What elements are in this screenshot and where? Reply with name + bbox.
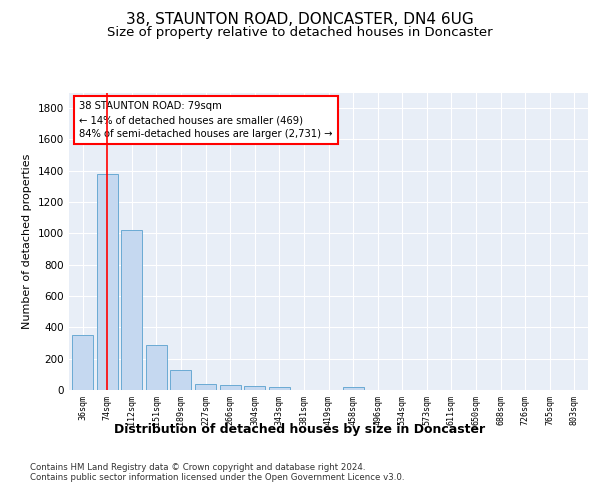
Bar (343, 386, 364, 390)
Text: Distribution of detached houses by size in Doncaster: Distribution of detached houses by size … (115, 422, 485, 436)
Bar (121, 230, 142, 390)
Bar (269, 387, 290, 390)
Bar (220, 384, 241, 390)
Text: Contains HM Land Registry data © Crown copyright and database right 2024.
Contai: Contains HM Land Registry data © Crown c… (30, 462, 404, 482)
Bar (244, 386, 265, 390)
Bar (97, 174, 118, 390)
Y-axis label: Number of detached properties: Number of detached properties (22, 154, 32, 329)
Bar (72, 335, 93, 390)
Text: Size of property relative to detached houses in Doncaster: Size of property relative to detached ho… (107, 26, 493, 39)
Text: 38 STAUNTON ROAD: 79sqm
← 14% of detached houses are smaller (469)
84% of semi-d: 38 STAUNTON ROAD: 79sqm ← 14% of detache… (79, 102, 333, 140)
Text: 38, STAUNTON ROAD, DONCASTER, DN4 6UG: 38, STAUNTON ROAD, DONCASTER, DN4 6UG (126, 12, 474, 28)
Bar (146, 346, 167, 390)
Bar (170, 370, 191, 390)
Bar (195, 384, 216, 390)
